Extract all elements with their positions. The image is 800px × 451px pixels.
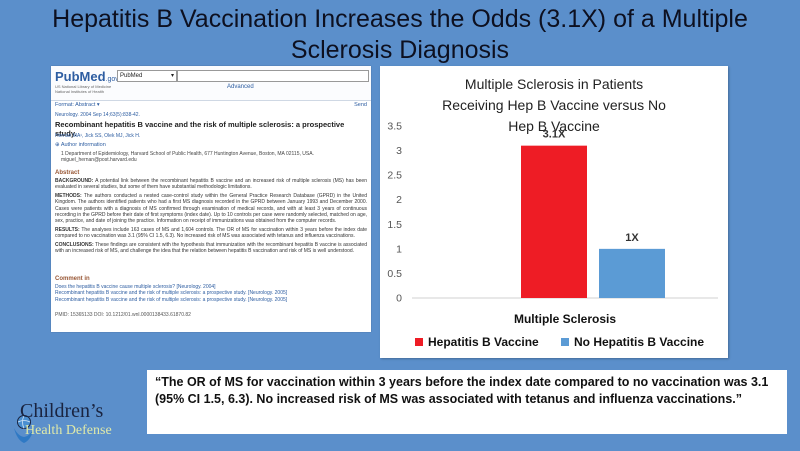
comment-list: Does the hepatitis B vaccine cause multi… (55, 284, 367, 303)
background-text: A potential link between the recombinant… (55, 178, 367, 191)
y-tick-label: 1 (396, 243, 402, 255)
bar-data-label: 3.1X (543, 129, 566, 141)
logo-line-1: Children’s (20, 400, 104, 422)
chart-title-line: Receiving Hep B Vaccine versus No (442, 97, 666, 113)
bar-data-label: 1X (625, 232, 639, 244)
y-tick-label: 1.5 (387, 219, 402, 231)
pubmed-abstract-screenshot: PubMed.gov US National Library of Medici… (51, 66, 371, 332)
chart-panel: Multiple Sclerosis in Patients Receiving … (380, 66, 728, 358)
legend-swatch (561, 338, 569, 346)
comment-in-heading: Comment in (55, 276, 90, 282)
conclusions-label: CONCLUSIONS: (55, 241, 94, 248)
search-input[interactable] (177, 70, 369, 82)
bar-no-hep-b-vaccine (599, 248, 665, 298)
y-tick-label: 2 (396, 194, 402, 206)
conclusions-text: These findings are consistent with the h… (55, 241, 367, 255)
legend-label: Hepatitis B Vaccine (428, 335, 539, 349)
abstract-methods: METHODS: The authors conducted a nested … (55, 193, 367, 225)
comment-link[interactable]: Recombinant hepatitis B vaccine and the … (55, 290, 288, 297)
comment-link[interactable]: Recombinant hepatitis B vaccine and the … (55, 296, 288, 303)
logo-line-2: Health Defense (25, 423, 112, 438)
author-list[interactable]: Hernán MA¹, Jick SS, Olek MJ, Jick H. (55, 133, 141, 139)
database-select-value: PubMed (120, 73, 143, 79)
chart-title-line: Multiple Sclerosis in Patients (465, 76, 643, 92)
y-tick-label: 0.5 (387, 268, 402, 280)
pubmed-header: PubMed.gov US National Library of Medici… (51, 66, 371, 101)
abstract-heading: Abstract (55, 170, 80, 176)
format-selector[interactable]: Format: Abstract ▾ (55, 102, 100, 108)
results-label: RESULTS: (55, 226, 80, 233)
bar-hep-b-vaccine (521, 145, 587, 298)
hands-globe-icon (14, 415, 34, 443)
background-label: BACKGROUND: (55, 178, 94, 184)
abstract-results: RESULTS: The analyses include 163 cases … (55, 227, 367, 240)
comment-link[interactable]: Does the hepatitis B vaccine cause multi… (55, 284, 216, 290)
send-to-link[interactable]: Send (354, 102, 367, 108)
results-text: The analyses include 163 cases of MS and… (55, 226, 367, 240)
methods-text: The authors conducted a nested case-cont… (55, 192, 367, 225)
author-information-toggle[interactable]: ⊕ Author information (55, 142, 106, 148)
chart-title-line: Hep B Vaccine (508, 118, 600, 134)
journal-citation[interactable]: Neurology. 2004 Sep 14;63(5):838-42. (55, 112, 140, 118)
author-affiliation: 1 Department of Epidemiology, Harvard Sc… (61, 151, 314, 164)
pubmed-logo[interactable]: PubMed.gov (55, 69, 119, 84)
database-select[interactable]: PubMed ▾ (117, 70, 177, 82)
abstract-background: BACKGROUND: A potential link between the… (55, 178, 367, 191)
pubmed-logo-suffix: .gov (105, 76, 119, 83)
y-tick-label: 3.5 (387, 121, 402, 133)
abstract-conclusions: CONCLUSIONS: These findings are consiste… (55, 242, 367, 255)
y-tick-label: 2.5 (387, 170, 402, 182)
y-tick-label: 3 (396, 145, 402, 157)
x-category-label: Multiple Sclerosis (514, 312, 616, 326)
childrens-health-defense-logo: Children’s Health Defense (12, 399, 122, 447)
abstract-body: BACKGROUND: A potential link between the… (55, 178, 367, 256)
advanced-search-link[interactable]: Advanced (227, 84, 254, 90)
y-tick-label: 0 (396, 293, 402, 305)
methods-label: METHODS: (55, 192, 82, 199)
study-quote: “The OR of MS for vaccination within 3 y… (147, 370, 787, 434)
article-title: Recombinant hepatitis B vaccine and the … (55, 120, 345, 138)
legend-swatch (415, 338, 423, 346)
bar-chart: Multiple Sclerosis in Patients Receiving … (387, 76, 718, 349)
pubmed-logo-subtitle: US National Library of Medicine National… (55, 84, 112, 94)
pmid-doi[interactable]: PMID: 15365133 DOI: 10.1212/01.wnl.00001… (55, 312, 191, 318)
chevron-down-icon: ▾ (170, 73, 174, 79)
slide-title: Hepatitis B Vaccination Increases the Od… (52, 5, 748, 64)
legend-label: No Hepatitis B Vaccine (574, 335, 704, 349)
pubmed-logo-text: PubMed (55, 69, 106, 84)
